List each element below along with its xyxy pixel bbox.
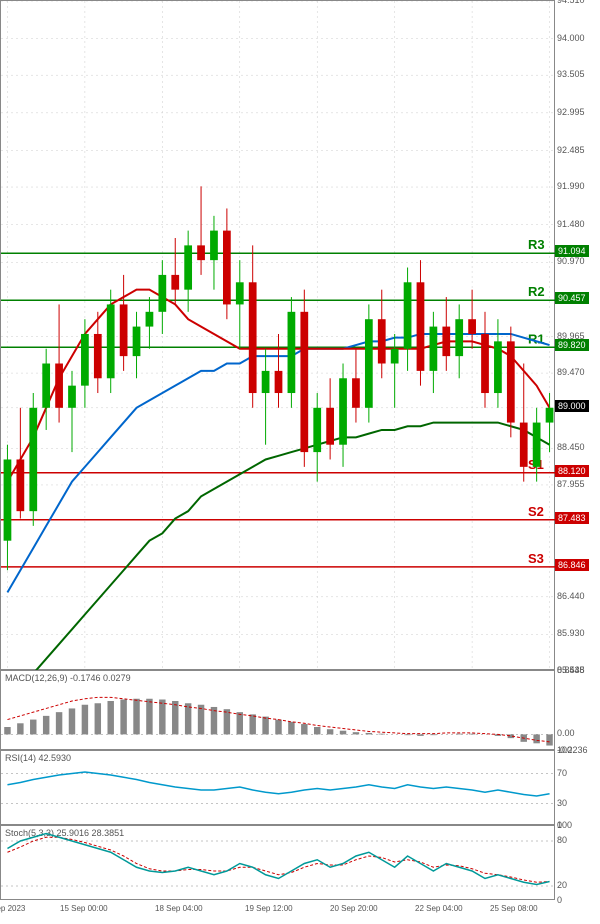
x-tick-label: 15 Sep 00:00 (60, 904, 108, 913)
stoch-y-axis: 02080100 (555, 825, 600, 900)
rsi-svg (1, 751, 556, 826)
time-axis: 13 Sep 2023 15 Sep 00:00 18 Sep 04:00 19 Se… (0, 900, 555, 924)
x-tick-label: 13 Sep 2023 (0, 904, 25, 913)
main-chart-svg: R3R2R1S1S2S3 (1, 1, 556, 671)
x-tick-label: 25 Sep 08:00 (490, 904, 538, 913)
y-tick-label: 88.450 (557, 442, 585, 452)
svg-text:R3: R3 (528, 237, 545, 252)
y-tick-label: 92.485 (557, 145, 585, 155)
y-tick-label: 89.470 (557, 367, 585, 377)
y-tick-label: 91.990 (557, 181, 585, 191)
macd-svg (1, 671, 556, 751)
y-tick-label: 87.955 (557, 479, 585, 489)
stoch-panel[interactable]: Stoch(5,3,3) 25.9016 28.3851 (0, 825, 555, 900)
sr-value-label: 86.846 (555, 559, 589, 571)
macd-y-axis: -0.22360.000.8548 (555, 670, 600, 750)
y-tick-label: 94.000 (557, 33, 585, 43)
stoch-svg (1, 826, 556, 901)
sr-value-label: 91.094 (555, 245, 589, 257)
current-price-label: 89.000 (555, 400, 589, 412)
main-y-axis: 85.43585.93086.44087.95588.45089.00089.4… (555, 0, 600, 670)
main-price-chart[interactable]: R3R2R1S1S2S3 (0, 0, 555, 670)
sr-value-label: 89.820 (555, 339, 589, 351)
y-tick-label: 92.995 (557, 107, 585, 117)
y-tick-label: 90.970 (557, 256, 585, 266)
y-tick-label: 93.505 (557, 69, 585, 79)
svg-text:S3: S3 (528, 551, 544, 566)
sr-value-label: 90.457 (555, 292, 589, 304)
sr-value-label: 88.120 (555, 465, 589, 477)
x-tick-label: 18 Sep 04:00 (155, 904, 203, 913)
x-tick-label: 22 Sep 04:00 (415, 904, 463, 913)
macd-panel[interactable]: MACD(12,26,9) -0.1746 0.0279 (0, 670, 555, 750)
y-tick-label: 94.510 (557, 0, 585, 5)
sr-value-label: 87.483 (555, 512, 589, 524)
y-tick-label: 86.440 (557, 591, 585, 601)
y-tick-label: 85.930 (557, 628, 585, 638)
svg-text:S2: S2 (528, 504, 544, 519)
x-tick-label: 19 Sep 12:00 (245, 904, 293, 913)
x-tick-label: 20 Sep 20:00 (330, 904, 378, 913)
svg-text:R2: R2 (528, 284, 545, 299)
rsi-panel[interactable]: RSI(14) 42.5930 (0, 750, 555, 825)
rsi-y-axis: 03070100 (555, 750, 600, 825)
y-tick-label: 91.480 (557, 219, 585, 229)
